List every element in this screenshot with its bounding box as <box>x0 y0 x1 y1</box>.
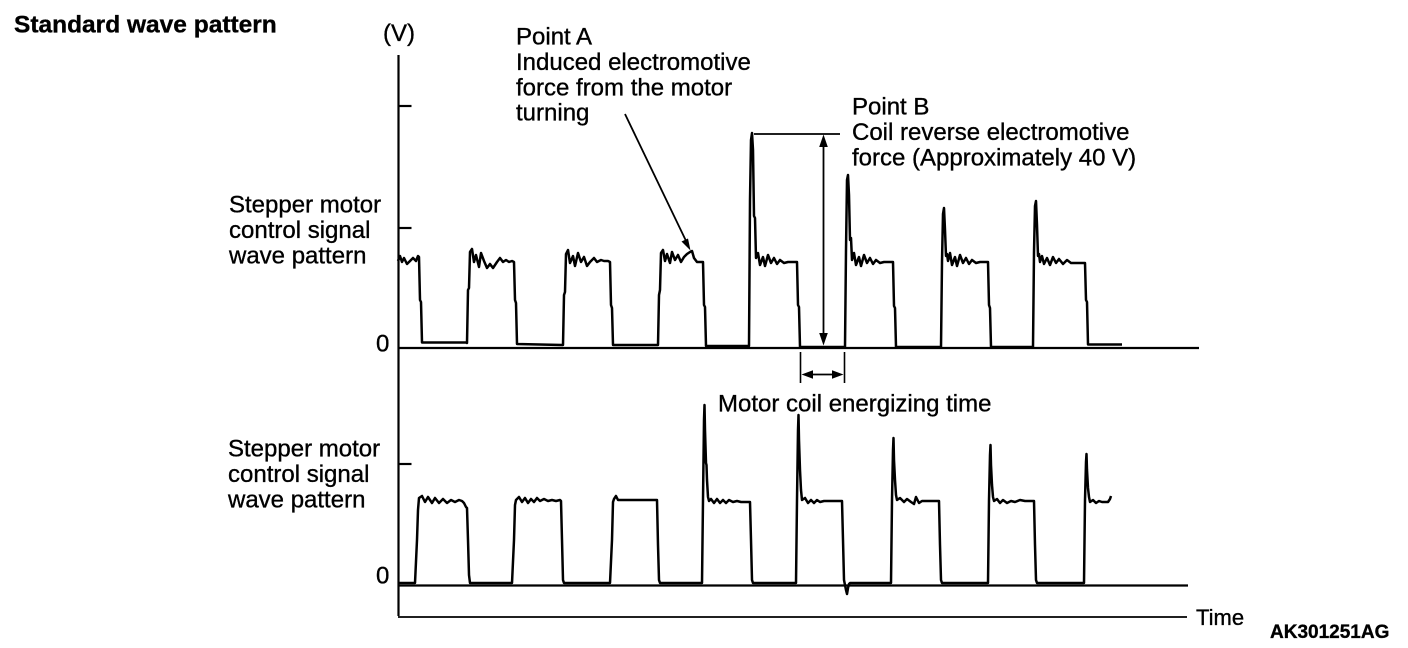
svg-text:Time: Time <box>1196 605 1244 630</box>
svg-text:0: 0 <box>376 563 389 590</box>
svg-text:Stepper motor: Stepper motor <box>228 436 380 463</box>
svg-text:(V): (V) <box>383 20 415 47</box>
svg-text:control signal: control signal <box>229 217 370 244</box>
svg-text:wave pattern: wave pattern <box>227 486 365 513</box>
svg-text:Point A: Point A <box>516 24 592 51</box>
svg-text:Induced electromotive: Induced electromotive <box>516 49 751 76</box>
svg-text:Motor coil energizing time: Motor coil energizing time <box>718 391 991 418</box>
svg-text:Coil reverse electromotive: Coil reverse electromotive <box>852 119 1129 146</box>
svg-text:Standard wave pattern: Standard wave pattern <box>14 12 277 39</box>
svg-text:Point B: Point B <box>852 94 929 121</box>
svg-text:AK301251AG: AK301251AG <box>1270 622 1389 643</box>
svg-text:force from the motor: force from the motor <box>516 74 732 101</box>
svg-text:Stepper motor: Stepper motor <box>229 192 381 219</box>
svg-text:force (Approximately 40 V): force (Approximately 40 V) <box>852 144 1136 171</box>
svg-text:turning: turning <box>516 100 589 127</box>
svg-text:0: 0 <box>376 331 389 358</box>
svg-text:control signal: control signal <box>228 461 369 488</box>
svg-text:wave pattern: wave pattern <box>228 242 366 269</box>
